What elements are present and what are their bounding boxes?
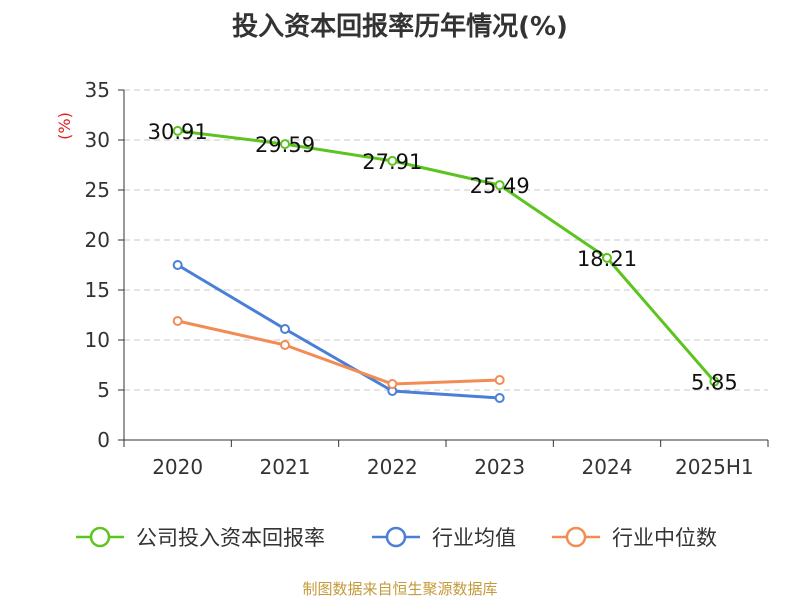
- x-tick-label: 2020: [152, 455, 203, 479]
- x-tick-label: 2025H1: [675, 455, 754, 479]
- y-tick-label: 35: [85, 78, 110, 102]
- data-label: 27.91: [362, 150, 422, 174]
- y-tick-label: 20: [85, 228, 110, 252]
- series-line: [176, 263, 500, 400]
- data-point: [172, 125, 183, 136]
- data-label: 29.59: [255, 133, 315, 157]
- chart-title: 投入资本回报率历年情况(%): [232, 12, 568, 42]
- legend-marker: [89, 526, 111, 548]
- y-axis-label: (%): [55, 112, 74, 140]
- data-point: [172, 316, 183, 326]
- data-point: [709, 376, 720, 387]
- y-tick-label: 25: [85, 178, 110, 202]
- legend-label: 行业中位数: [612, 526, 717, 550]
- data-point: [494, 393, 505, 403]
- data-point: [494, 375, 505, 385]
- data-point: [280, 324, 290, 334]
- legend-marker: [565, 526, 587, 548]
- data-point: [387, 155, 398, 166]
- x-tick-label: 2023: [474, 455, 525, 479]
- data-point: [172, 260, 183, 270]
- data-point: [494, 180, 505, 191]
- x-tick-label: 2021: [260, 455, 311, 479]
- y-tick-label: 5: [97, 378, 110, 402]
- y-tick-label: 10: [85, 328, 110, 352]
- y-tick-label: 30: [85, 128, 110, 152]
- series-line: [177, 319, 500, 386]
- legend-marker: [385, 526, 407, 548]
- y-tick-label: 0: [97, 428, 110, 452]
- data-point: [387, 379, 398, 389]
- y-tick-label: 15: [85, 278, 110, 302]
- data-point: [602, 252, 612, 263]
- data-source-note: 制图数据来自恒生聚源数据库: [302, 580, 498, 598]
- legend-label: 行业均值: [432, 526, 516, 550]
- data-label: 30.91: [148, 120, 208, 144]
- series-line: [177, 129, 716, 383]
- data-label: 25.49: [470, 174, 530, 198]
- legend-label: 公司投入资本回报率: [136, 526, 325, 550]
- x-tick-label: 2024: [582, 455, 633, 479]
- data-label: 5.85: [691, 371, 738, 395]
- data-label: 18.21: [577, 247, 637, 271]
- data-point: [280, 139, 290, 150]
- data-point: [280, 340, 290, 350]
- x-tick-label: 2022: [367, 455, 418, 479]
